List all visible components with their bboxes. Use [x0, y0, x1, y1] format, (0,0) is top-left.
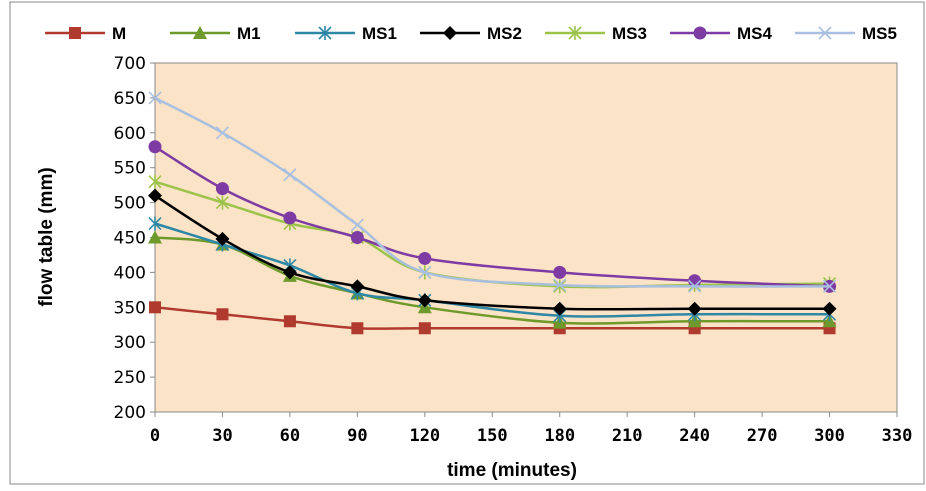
x-tick-label: 270	[747, 426, 778, 446]
data-point-ms2	[148, 188, 162, 203]
marker-stroke	[350, 218, 364, 232]
data-point-ms3	[148, 174, 162, 189]
legend-marker	[193, 26, 207, 39]
x-tick-label: 180	[544, 426, 575, 446]
x-tick-label: 240	[679, 426, 710, 446]
legend-marker	[318, 26, 332, 40]
data-point-ms4	[350, 231, 364, 244]
data-point-m	[351, 322, 364, 335]
data-point-ms4	[553, 265, 567, 279]
legend-label: MS2	[487, 24, 522, 43]
y-tick-label: 450	[114, 229, 146, 249]
y-tick-label: 400	[114, 263, 146, 283]
legend-item-ms5: MS5	[795, 24, 897, 43]
marker-stroke	[148, 91, 162, 105]
y-tick-label: 600	[114, 124, 146, 144]
data-point-ms3	[215, 195, 230, 210]
x-tick-label: 120	[409, 426, 440, 446]
legend-marker	[693, 26, 707, 40]
data-point-m	[216, 308, 229, 321]
legend-label: MS4	[737, 24, 773, 43]
marker-stroke	[818, 26, 832, 40]
data-point-ms2	[215, 231, 230, 246]
marker-stroke	[418, 265, 432, 279]
marker-stroke	[283, 168, 297, 182]
data-point-ms3	[553, 279, 567, 294]
legend-marker	[69, 27, 81, 39]
legend-marker	[818, 26, 832, 40]
x-axis: 0 30 60 90 120 150 180 210 240 270 300 330	[150, 411, 913, 446]
legend: M M1 MS1 MS2 MS3 MS4 MS5	[45, 24, 897, 43]
data-point-ms5	[215, 126, 230, 140]
legend-item-ms2: MS2	[420, 24, 522, 43]
data-point-ms5	[148, 91, 162, 105]
y-tick-label: 550	[114, 159, 146, 179]
series-ms2	[148, 188, 837, 316]
y-axis-title: flow table (mm)	[36, 167, 57, 306]
data-point-ms2	[687, 301, 702, 316]
x-tick-label: 330	[882, 426, 913, 446]
y-tick-label: 700	[114, 54, 146, 74]
data-point-ms5	[822, 279, 837, 293]
legend-label: MS1	[362, 24, 397, 43]
data-point-ms1	[148, 216, 162, 231]
data-point-m	[149, 301, 161, 314]
data-point-ms4	[418, 251, 432, 265]
x-tick-label: 150	[477, 426, 508, 446]
legend-item-ms3: MS3	[545, 24, 647, 43]
legend-label: M	[112, 24, 126, 43]
x-tick-label: 30	[212, 426, 232, 446]
legend-marker	[443, 26, 457, 40]
legend-label: M1	[237, 24, 261, 43]
plot-area	[154, 62, 898, 413]
legend-item-ms1: MS1	[295, 24, 397, 43]
data-point-m	[418, 322, 431, 335]
y-tick-label: 350	[114, 298, 146, 318]
data-point-m	[283, 315, 296, 328]
data-point-ms2	[417, 293, 432, 308]
y-tick-label: 250	[114, 368, 146, 388]
series-m	[149, 301, 836, 335]
legend-label: MS5	[862, 24, 897, 43]
x-tick-label: 60	[280, 426, 300, 446]
marker-stroke	[822, 279, 837, 293]
data-point-ms4	[283, 211, 297, 225]
data-point-ms2	[350, 279, 365, 294]
data-point-ms4	[215, 182, 229, 196]
legend-item-m1: M1	[170, 24, 261, 43]
y-tick-label: 200	[114, 403, 146, 423]
x-tick-label: 210	[612, 426, 643, 446]
y-tick-label: 300	[114, 333, 146, 353]
data-point-ms5	[688, 279, 702, 293]
y-tick-label: 650	[114, 89, 146, 109]
data-point-ms4	[148, 140, 162, 154]
data-point-ms2	[552, 301, 567, 316]
y-tick-label: 500	[114, 194, 146, 214]
legend-marker	[568, 26, 582, 40]
legend-label: MS3	[612, 24, 647, 43]
x-axis-title: time (minutes)	[447, 460, 577, 481]
data-point-ms5	[418, 265, 432, 279]
data-point-ms5	[283, 168, 297, 182]
x-tick-label: 0	[150, 426, 160, 446]
data-point-m1	[148, 230, 162, 244]
x-tick-label: 300	[814, 426, 845, 446]
marker-stroke	[553, 278, 567, 292]
marker-stroke	[215, 126, 230, 140]
x-tick-label: 90	[347, 426, 367, 446]
data-point-ms2	[822, 301, 837, 316]
series-ms5	[148, 91, 837, 293]
y-axis: 200 250 300 350 400 450 500 550 600 650 700	[114, 54, 156, 423]
data-point-ms2	[282, 265, 297, 280]
legend-item-m: M	[45, 24, 126, 43]
series-layer	[148, 91, 837, 335]
legend-item-ms4: MS4	[670, 24, 773, 43]
data-point-ms5	[553, 278, 567, 292]
data-point-ms5	[350, 218, 364, 232]
marker-stroke	[688, 279, 702, 293]
